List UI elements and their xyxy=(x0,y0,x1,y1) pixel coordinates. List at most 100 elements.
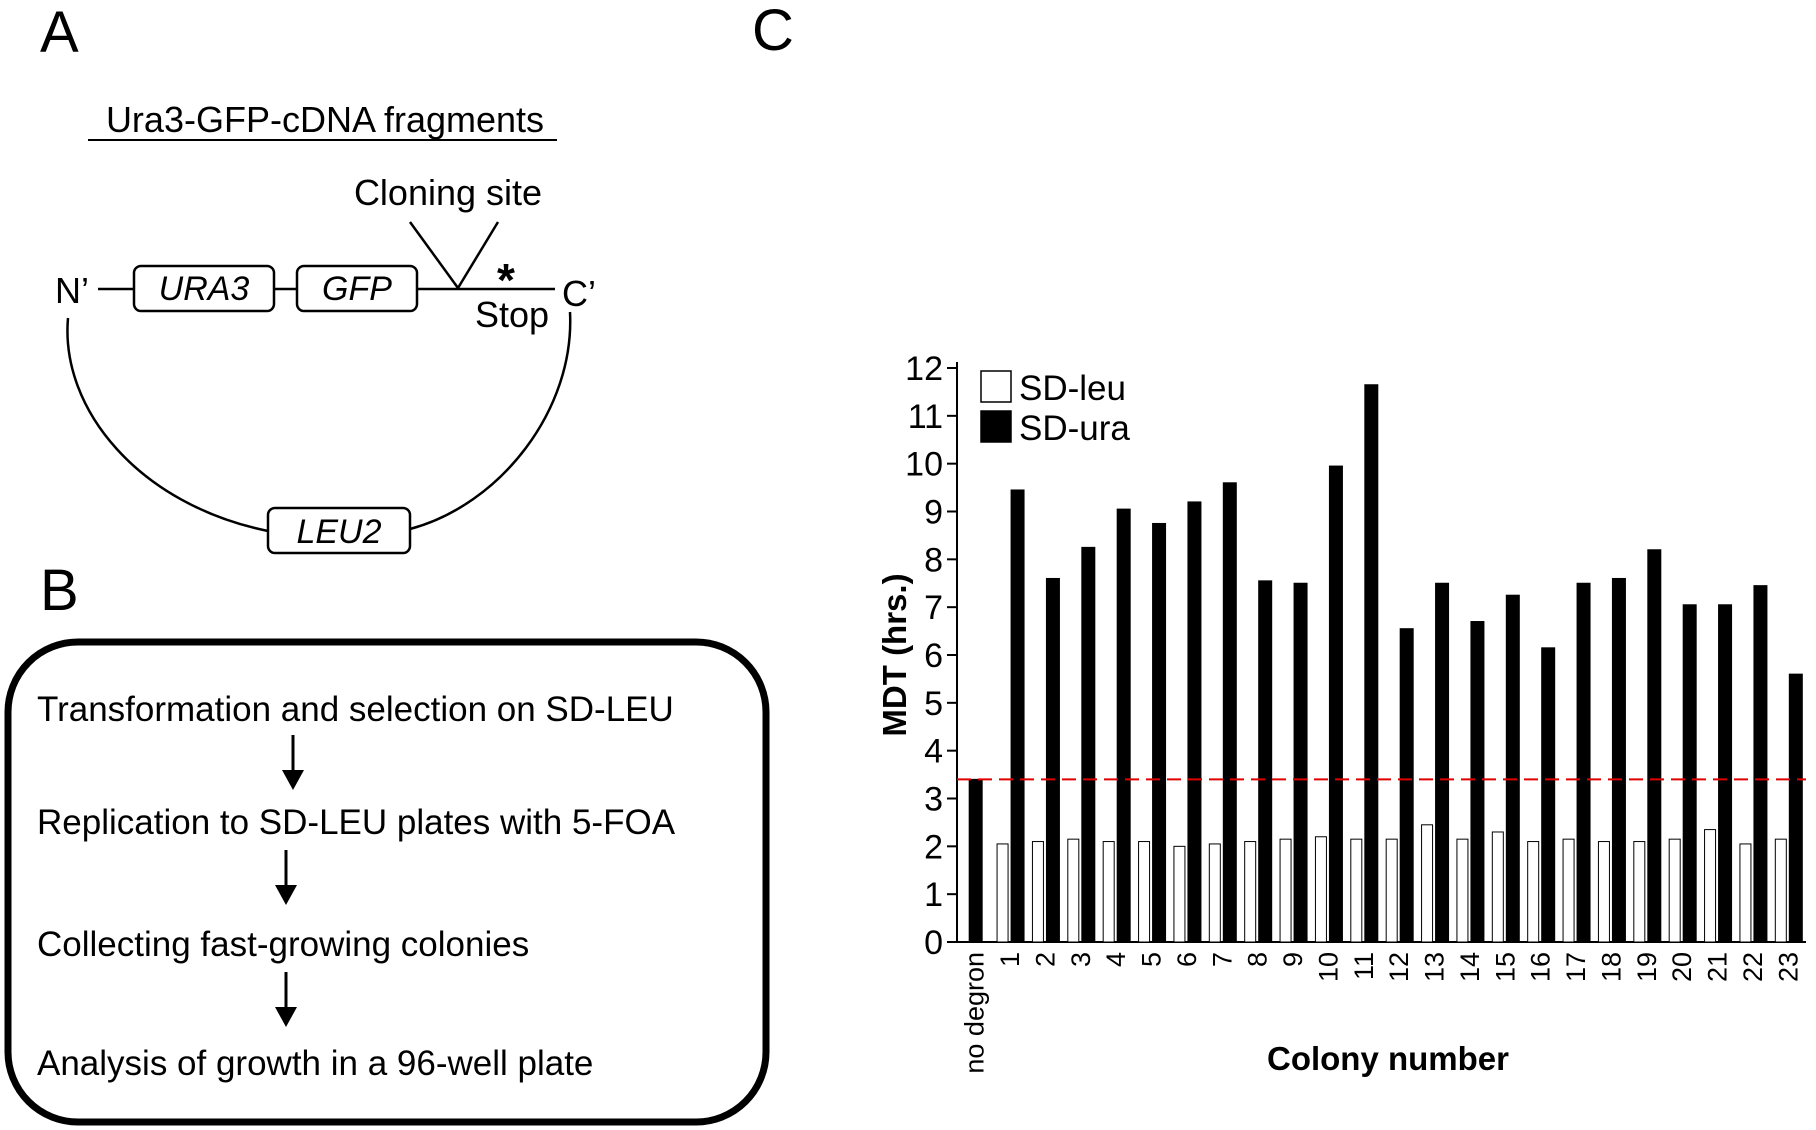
bar-sd-leu xyxy=(1421,824,1434,943)
leu2-box xyxy=(266,506,412,555)
cloning-site-line-left xyxy=(408,221,460,289)
bar-sd-leu xyxy=(1208,843,1221,943)
x-tick-label: 1 xyxy=(995,952,1025,967)
bar-sd-leu xyxy=(1704,829,1717,943)
workflow-step-2: Replication to SD-LEU plates with 5-FOA xyxy=(37,803,676,842)
bar-sd-ura xyxy=(1682,604,1697,943)
bar-sd-leu xyxy=(1173,845,1186,943)
stop-asterisk: * xyxy=(497,254,515,306)
bar-sd-leu xyxy=(1633,841,1646,943)
bar-sd-leu xyxy=(1774,838,1787,943)
panel-c-letter: C xyxy=(752,0,794,63)
bar-sd-ura xyxy=(1718,604,1733,943)
y-tick-label: 3 xyxy=(924,781,943,819)
x-tick-label: 17 xyxy=(1561,952,1591,982)
bar-sd-leu xyxy=(996,843,1009,943)
panel-a-letter: A xyxy=(40,0,79,65)
workflow-arrowhead-1 xyxy=(282,770,304,790)
ura3-box xyxy=(132,264,276,313)
bar-sd-ura xyxy=(1611,577,1626,943)
legend-label-sd-leu: SD-leu xyxy=(1019,369,1126,408)
y-tick-label: 9 xyxy=(924,494,943,532)
x-tick-label: no degron xyxy=(960,952,990,1074)
bar-sd-ura xyxy=(1399,628,1414,943)
bar-sd-ura xyxy=(1753,585,1768,943)
plasmid-arc-right xyxy=(409,311,572,531)
c-terminus-label: C’ xyxy=(562,273,596,314)
workflow-step-1: Transformation and selection on SD-LEU xyxy=(37,690,674,729)
legend-swatch-sd-leu xyxy=(980,370,1012,403)
bar-sd-ura xyxy=(1116,508,1131,943)
bar-sd-leu xyxy=(1668,838,1681,943)
bar-sd-leu xyxy=(1562,838,1575,943)
ura3-label: URA3 xyxy=(159,270,250,308)
y-tick-label: 4 xyxy=(924,733,943,771)
gfp-label: GFP xyxy=(322,270,392,308)
y-tick-label: 11 xyxy=(908,398,943,436)
bar-sd-leu xyxy=(1314,836,1327,943)
x-tick-label: 5 xyxy=(1137,952,1167,967)
x-tick-label: 21 xyxy=(1703,952,1733,982)
bar-sd-ura xyxy=(1328,465,1343,943)
bar-sd-ura xyxy=(1364,384,1379,943)
x-axis-title: Colony number xyxy=(1267,1040,1509,1077)
bar-sd-leu xyxy=(1597,841,1610,943)
y-tick-label: 10 xyxy=(905,446,943,484)
workflow-step-4: Analysis of growth in a 96-well plate xyxy=(37,1044,593,1083)
panel-b-letter: B xyxy=(40,558,79,623)
workflow-box xyxy=(4,638,770,1126)
x-tick-label: 7 xyxy=(1207,952,1237,967)
x-tick-label: 4 xyxy=(1101,952,1131,967)
x-tick-label: 23 xyxy=(1773,952,1803,982)
bar-sd-leu xyxy=(1279,838,1292,943)
y-tick-label: 6 xyxy=(924,637,943,675)
x-tick-label: 18 xyxy=(1596,952,1626,982)
bar-sd-ura xyxy=(1293,582,1308,943)
construct-title: Ura3-GFP-cDNA fragments xyxy=(106,99,544,140)
bar-sd-ura xyxy=(1647,549,1662,943)
bar-sd-leu xyxy=(1739,843,1752,943)
bar-sd-leu xyxy=(1527,841,1540,943)
bar-sd-leu xyxy=(1067,838,1080,943)
x-tick-label: 15 xyxy=(1490,952,1520,982)
x-tick-label: 8 xyxy=(1243,952,1273,967)
stop-label: Stop xyxy=(475,294,549,335)
bar-sd-ura xyxy=(1788,673,1803,943)
y-axis-title: MDT (hrs.) xyxy=(876,573,913,736)
bar-sd-ura xyxy=(1435,582,1450,943)
bar-sd-ura xyxy=(968,778,983,943)
bar-sd-leu xyxy=(1138,841,1151,943)
bar-sd-ura xyxy=(1045,577,1060,943)
y-tick-label: 7 xyxy=(924,589,943,627)
y-tick-label: 0 xyxy=(924,924,943,962)
x-tick-label: 19 xyxy=(1632,952,1662,982)
x-tick-label: 20 xyxy=(1667,952,1697,982)
legend-label-sd-ura: SD-ura xyxy=(1019,409,1130,448)
bar-sd-leu xyxy=(1491,831,1504,943)
bar-sd-ura xyxy=(1222,482,1237,943)
bar-sd-ura xyxy=(1470,621,1485,943)
workflow-arrowhead-2 xyxy=(275,885,297,905)
leu2-label: LEU2 xyxy=(296,513,381,551)
x-tick-label: 6 xyxy=(1172,952,1202,967)
bar-sd-leu xyxy=(1102,841,1115,943)
x-tick-label: 22 xyxy=(1738,952,1768,982)
n-terminus-label: N’ xyxy=(55,270,89,311)
bar-sd-leu xyxy=(1385,838,1398,943)
x-tick-label: 10 xyxy=(1313,952,1343,982)
bar-sd-ura xyxy=(1010,489,1025,943)
y-tick-label: 5 xyxy=(924,685,943,723)
workflow-arrowhead-3 xyxy=(275,1007,297,1027)
bar-sd-ura xyxy=(1258,580,1273,943)
x-tick-label: 3 xyxy=(1066,952,1096,967)
y-tick-label: 1 xyxy=(924,876,943,914)
x-tick-label: 12 xyxy=(1384,952,1414,982)
bar-sd-ura xyxy=(1541,647,1556,943)
cloning-site-line-right xyxy=(456,221,500,289)
legend-swatch-sd-ura xyxy=(980,410,1012,443)
workflow-step-3: Collecting fast-growing colonies xyxy=(37,925,529,964)
x-tick-label: 9 xyxy=(1278,952,1308,967)
y-tick-label: 2 xyxy=(924,828,943,866)
bar-sd-ura xyxy=(1576,582,1591,943)
